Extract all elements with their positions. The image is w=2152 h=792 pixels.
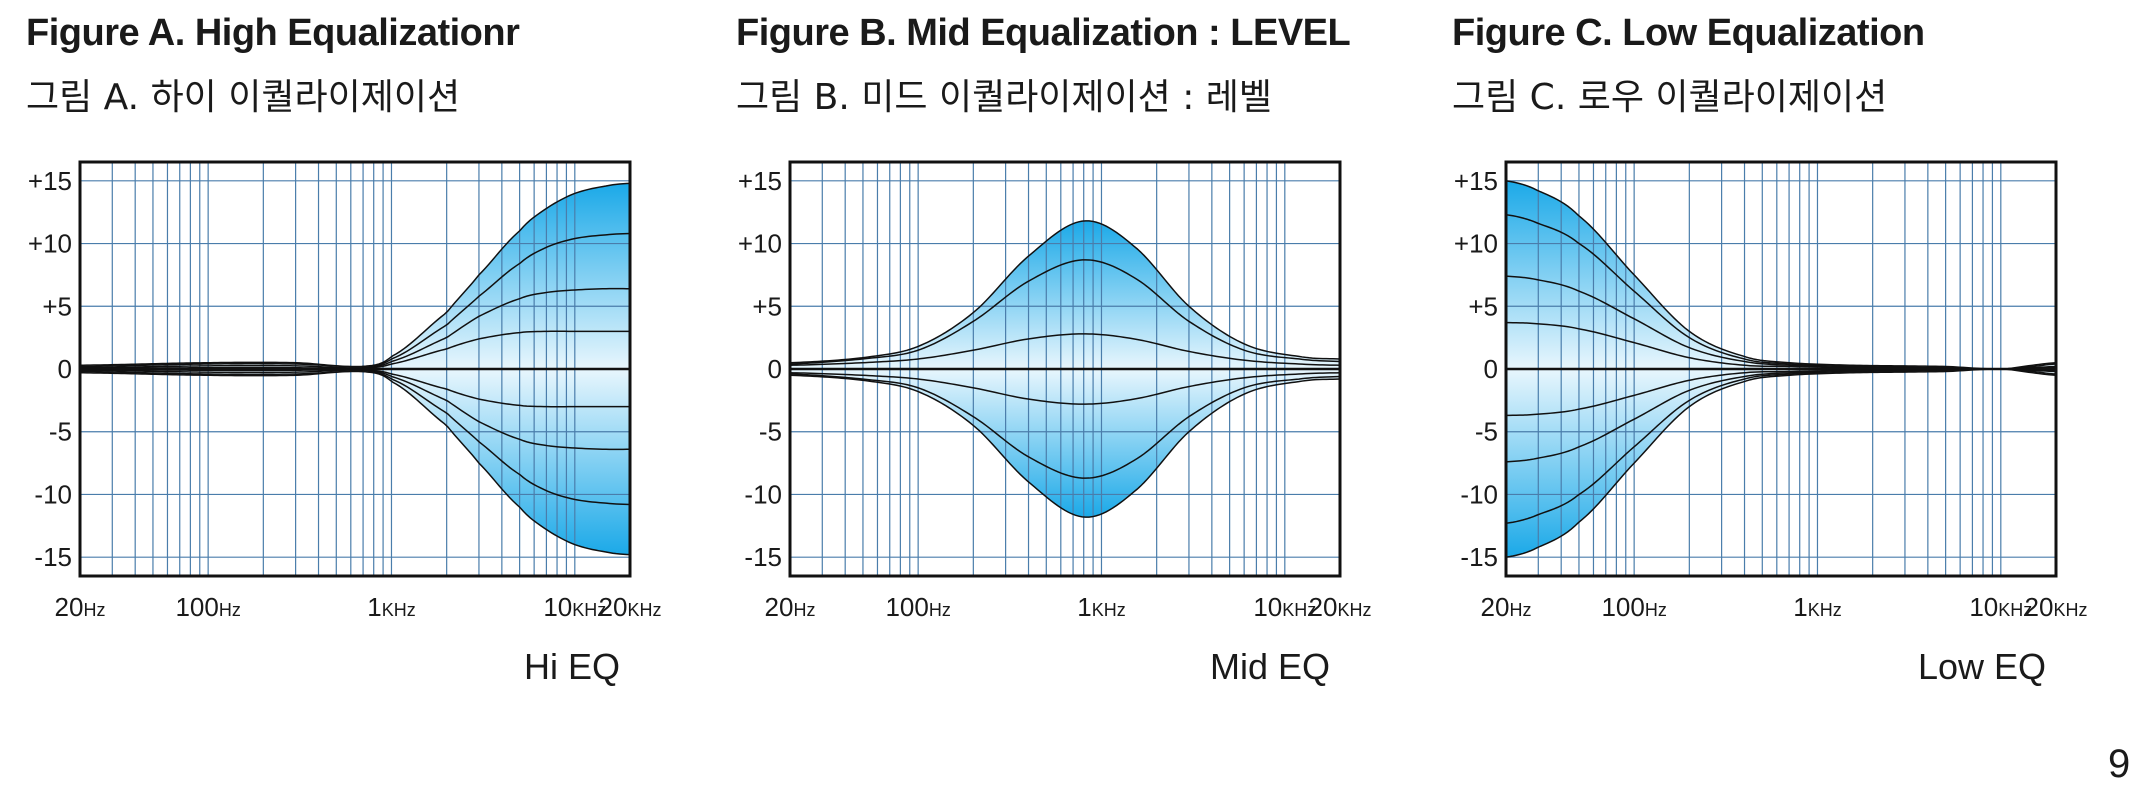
- y-tick-label: -5: [1475, 417, 1498, 447]
- eq-curve-boost-2: [789, 259, 1341, 365]
- y-tick-label: -10: [34, 479, 72, 509]
- y-tick-label: 0: [1484, 354, 1498, 384]
- chart-caption: Low EQ: [1918, 646, 2046, 687]
- y-tick-label: -15: [744, 542, 782, 572]
- figure-a-title-ko: 그림 A. 하이 이퀄라이제이션: [26, 77, 461, 118]
- y-tick-label: +10: [738, 229, 782, 259]
- figure-c-chart: +15 +10 +5 0 -5 -10 -15 20Hz 100Hz 1KHz 10KHz20KHz…: [1454, 160, 2088, 687]
- x-tick-label: 10KHz: [543, 592, 606, 622]
- figure-c-title: Figure C. Low Equalization: [1452, 12, 1925, 54]
- y-tick-label: -5: [49, 417, 72, 447]
- plot-frame: [1504, 160, 2058, 578]
- eq-curve-boost-3: [79, 232, 631, 368]
- y-tick-label: -5: [759, 417, 782, 447]
- eq-curve-cut-1: [789, 372, 1341, 405]
- y-tick-label: +5: [1468, 291, 1498, 321]
- eq-curve-cut-max: [1505, 368, 2057, 558]
- eq-curve-cut-max: [79, 370, 631, 556]
- figure-b-title: Figure B. Mid Equalization : LEVEL: [736, 12, 1351, 54]
- figure-c-title-ko: 그림 C. 로우 이퀄라이제이션: [1452, 77, 1888, 118]
- plot-frame: [78, 160, 632, 578]
- y-tick-label: +15: [738, 166, 782, 196]
- x-tick-label: 100Hz: [1601, 592, 1666, 622]
- y-tick-label: +5: [42, 291, 72, 321]
- chart-caption: Hi EQ: [524, 646, 620, 687]
- plot-frame: [788, 160, 1342, 578]
- page-number: 9: [2108, 742, 2131, 786]
- figure-a-chart: +15 +10 +5 0 -5 -10 -15 20Hz 100Hz 1KHz 10KHz20KHz…: [28, 160, 662, 687]
- x-tick-label: 20KHz: [1309, 592, 1372, 622]
- eq-curve-cut-2: [789, 373, 1341, 479]
- x-tick-label: 10KHz: [1969, 592, 2032, 622]
- x-tick-label: 20Hz: [1481, 592, 1532, 622]
- eq-curve-boost-max: [789, 220, 1341, 364]
- y-tick-label: +15: [28, 166, 72, 196]
- y-tick-label: +15: [1454, 166, 1498, 196]
- figure-b-chart: +15 +10 +5 0 -5 -10 -15 20Hz 100Hz 1KHz 10KHz20KHz…: [738, 160, 1372, 687]
- eq-curve-cut-3: [1505, 368, 2057, 525]
- x-tick-label: 100Hz: [885, 592, 950, 622]
- x-tick-label: 10KHz: [1253, 592, 1316, 622]
- eq-curve-boost-max: [1505, 180, 2057, 370]
- eq-curve-boost-1: [789, 333, 1341, 366]
- y-tick-label: +10: [28, 229, 72, 259]
- y-tick-label: 0: [768, 354, 782, 384]
- x-tick-label: 20Hz: [765, 592, 816, 622]
- x-tick-label: 20KHz: [599, 592, 662, 622]
- eq-curve-cut-max: [789, 374, 1341, 518]
- figure-c-panel: Figure C. Low Equalization 그림 C. 로우 이퀄라이…: [1452, 0, 2152, 700]
- y-tick-label: +10: [1454, 229, 1498, 259]
- y-tick-label: -10: [1460, 479, 1498, 509]
- x-tick-label: 1KHz: [367, 592, 415, 622]
- x-tick-label: 100Hz: [175, 592, 240, 622]
- x-tick-label: 1KHz: [1077, 592, 1125, 622]
- chart-caption: Mid EQ: [1210, 646, 1330, 687]
- x-tick-label: 20KHz: [2025, 592, 2088, 622]
- figure-a-title: Figure A. High Equalizationr: [26, 12, 520, 54]
- y-tick-label: +5: [752, 291, 782, 321]
- y-tick-label: -15: [1460, 542, 1498, 572]
- x-tick-label: 20Hz: [55, 592, 106, 622]
- figure-b-title-ko: 그림 B. 미드 이퀄라이제이션 : 레벨: [736, 77, 1273, 118]
- x-tick-label: 1KHz: [1793, 592, 1841, 622]
- y-tick-label: -10: [744, 479, 782, 509]
- figure-b-panel: Figure B. Mid Equalization : LEVEL 그림 B.…: [736, 0, 1436, 700]
- figure-a-panel: Figure A. High Equalizationr 그림 A. 하이 이퀄…: [26, 0, 726, 700]
- y-tick-label: 0: [58, 354, 72, 384]
- eq-curve-cut-2: [79, 369, 631, 451]
- y-tick-label: -15: [34, 542, 72, 572]
